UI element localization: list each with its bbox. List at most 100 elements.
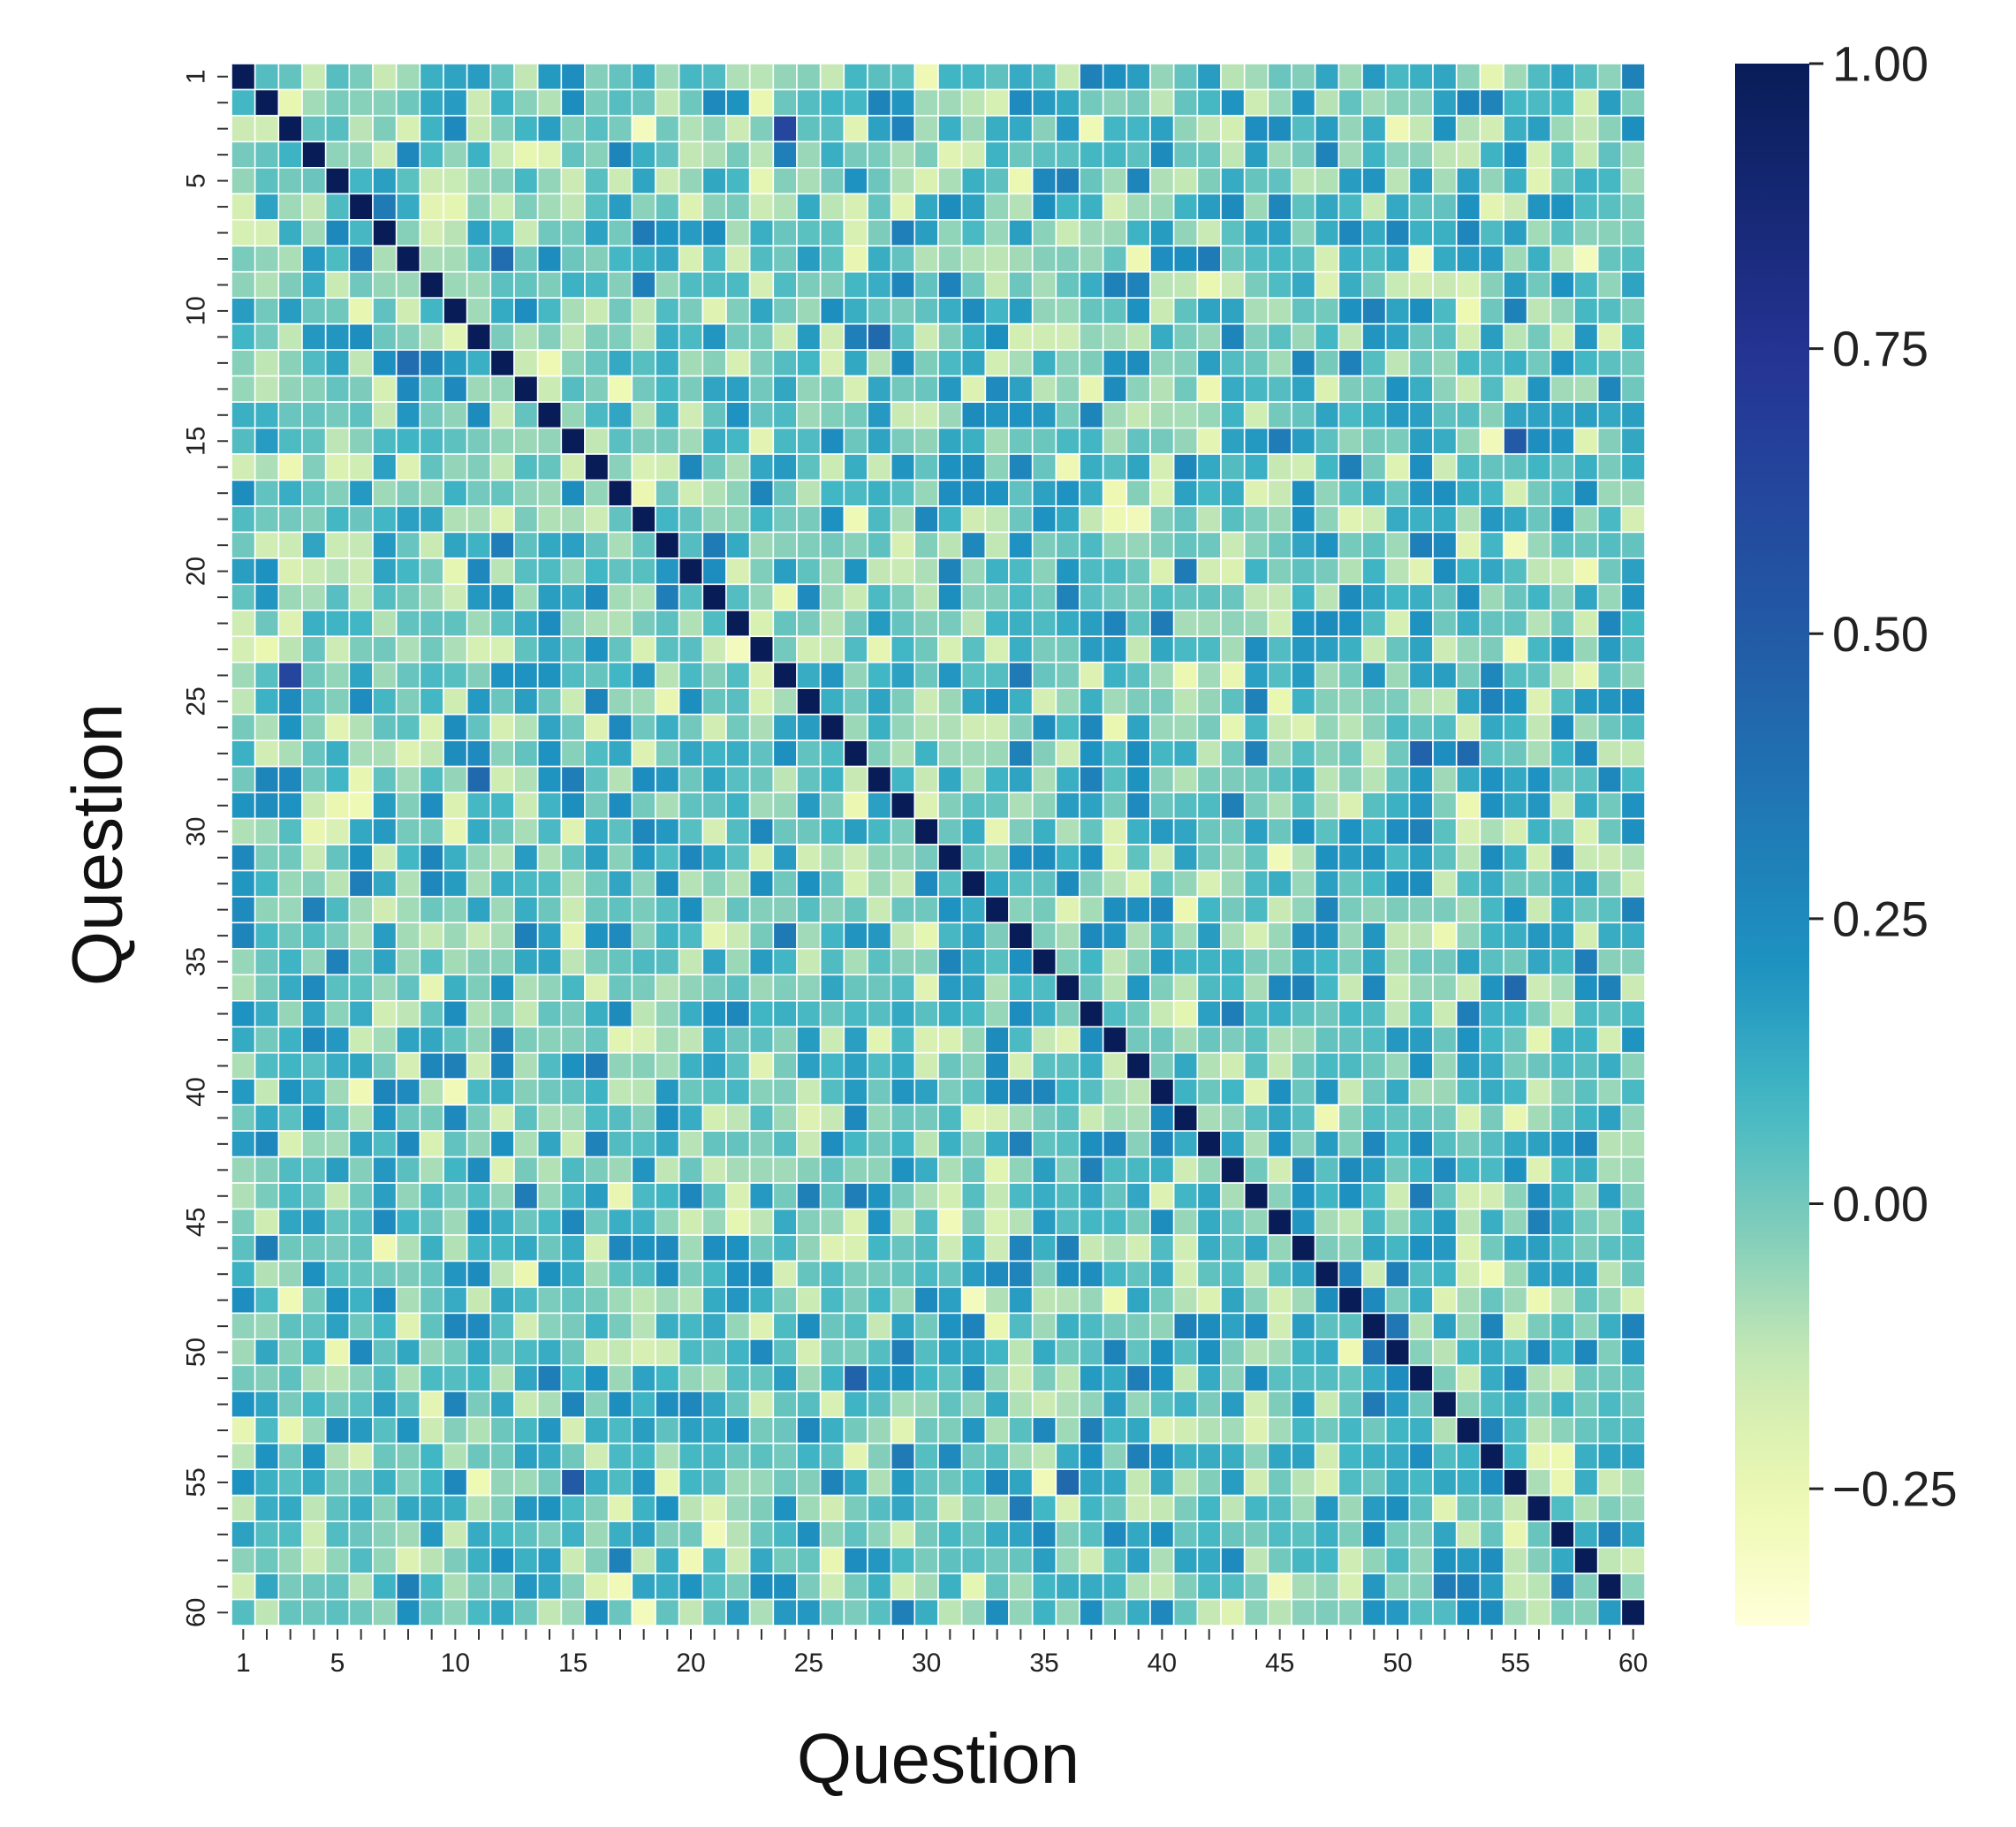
heatmap-cell: [536, 1494, 563, 1522]
heatmap-cell: [1267, 583, 1292, 611]
heatmap-cell: [1620, 1103, 1646, 1132]
heatmap-cell: [960, 1573, 987, 1601]
heatmap-cell: [1384, 1520, 1411, 1549]
heatmap-cell: [1102, 1260, 1128, 1288]
heatmap-cell: [395, 974, 421, 1002]
heatmap-cell: [796, 1103, 822, 1132]
heatmap-cell: [277, 531, 303, 559]
heatmap-cell: [1079, 1494, 1104, 1522]
heatmap-cell: [1620, 505, 1646, 534]
heatmap-cell: [1196, 1546, 1222, 1574]
heatmap-cell: [1479, 1573, 1504, 1601]
heatmap-cell: [796, 1573, 822, 1601]
colorbar-tick-label: 1.00: [1832, 36, 1929, 92]
heatmap-cell: [772, 1286, 798, 1315]
heatmap-cell: [1503, 1494, 1528, 1522]
heatmap-cell: [655, 921, 680, 950]
heatmap-cell: [1172, 1364, 1199, 1392]
heatmap-cell: [867, 921, 892, 950]
heatmap-cell: [466, 245, 492, 273]
heatmap-cell: [1620, 739, 1646, 768]
heatmap-cell: [1220, 1546, 1246, 1574]
heatmap-cell: [372, 1338, 398, 1367]
heatmap-cell: [301, 427, 327, 455]
heatmap-cell: [1079, 661, 1104, 689]
heatmap-cell: [1479, 219, 1504, 247]
heatmap-cell: [701, 1026, 727, 1054]
heatmap-cell: [1455, 193, 1482, 221]
heatmap-cell: [1291, 948, 1316, 976]
heatmap-cell: [466, 1208, 492, 1236]
heatmap-cell: [536, 948, 563, 976]
heatmap-cell: [772, 219, 798, 247]
heatmap-cell: [655, 401, 680, 429]
heatmap-cell: [466, 1573, 492, 1601]
heatmap-cell: [796, 869, 822, 898]
heatmap-cell: [701, 427, 727, 455]
heatmap-cell: [1267, 349, 1292, 377]
heatmap-cell: [1503, 557, 1528, 586]
heatmap-cell: [466, 792, 492, 820]
heatmap-cell: [867, 844, 892, 872]
heatmap-cell: [1172, 609, 1199, 638]
heatmap-cell: [631, 401, 656, 429]
heatmap-cell: [867, 140, 892, 169]
heatmap-cell: [1314, 1364, 1340, 1392]
heatmap-cell: [254, 140, 280, 169]
heatmap-cell: [655, 88, 680, 117]
heatmap-cell: [489, 1520, 515, 1549]
heatmap-cell: [1125, 713, 1151, 741]
heatmap-cell: [1291, 921, 1316, 950]
heatmap-cell: [1243, 1156, 1269, 1184]
colorbar-tick-label: −0.25: [1832, 1461, 1958, 1517]
heatmap-cell: [748, 167, 775, 195]
heatmap-cell: [1291, 817, 1316, 845]
heatmap-cell: [584, 1051, 610, 1080]
heatmap-cell: [1220, 1391, 1246, 1419]
heatmap-cell: [254, 557, 280, 586]
heatmap-cell: [1055, 869, 1080, 898]
heatmap-cell: [1220, 479, 1246, 507]
y-tick-label: 35: [182, 947, 211, 976]
heatmap-cell: [1102, 869, 1128, 898]
heatmap-cell: [655, 245, 680, 273]
heatmap-cell: [1267, 1391, 1292, 1419]
heatmap-cell: [1455, 869, 1482, 898]
heatmap-cell: [631, 1026, 656, 1054]
heatmap-cell: [536, 63, 563, 91]
heatmap-cell: [1291, 1026, 1316, 1054]
heatmap-cell: [1479, 1598, 1504, 1626]
heatmap-cell: [1338, 557, 1363, 586]
heatmap-cell: [725, 427, 751, 455]
heatmap-cell: [301, 375, 327, 403]
heatmap-cell: [607, 193, 633, 221]
heatmap-cell: [1455, 687, 1482, 716]
heatmap-cell: [607, 1391, 633, 1419]
heatmap-cell: [231, 713, 256, 741]
heatmap-cell: [890, 661, 916, 689]
heatmap-cell: [1550, 1416, 1575, 1444]
heatmap-cell: [1196, 453, 1222, 481]
heatmap-cell: [607, 270, 633, 299]
heatmap-cell: [584, 869, 610, 898]
heatmap-cell: [1455, 921, 1482, 950]
colorbar-tick-label: 0.00: [1832, 1176, 1929, 1232]
heatmap-cell: [772, 88, 798, 117]
heatmap-cell: [1384, 1051, 1411, 1080]
heatmap-cell: [960, 974, 987, 1002]
heatmap-cell: [1550, 453, 1575, 481]
heatmap-cell: [372, 1156, 398, 1184]
heatmap-cell: [1620, 453, 1646, 481]
heatmap-cell: [1573, 1000, 1599, 1028]
heatmap-cell: [301, 1312, 327, 1340]
heatmap-cell: [536, 375, 563, 403]
heatmap-cell: [231, 505, 256, 534]
heatmap-cell: [324, 713, 351, 741]
heatmap-cell: [867, 1130, 892, 1158]
heatmap-cell: [1479, 1051, 1504, 1080]
heatmap-cell: [513, 1442, 539, 1470]
heatmap-cell: [1172, 245, 1199, 273]
heatmap-cell: [725, 531, 751, 559]
heatmap-cell: [725, 297, 751, 325]
heatmap-cell: [1432, 505, 1458, 534]
